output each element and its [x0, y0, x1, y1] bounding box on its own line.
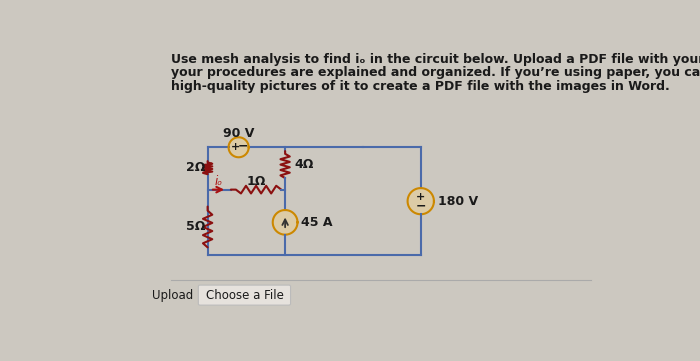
Polygon shape	[229, 137, 248, 157]
Text: 45 A: 45 A	[302, 216, 333, 229]
FancyBboxPatch shape	[198, 285, 290, 305]
Text: iₒ: iₒ	[214, 175, 223, 188]
Text: 5Ω: 5Ω	[186, 221, 206, 234]
Text: 1Ω: 1Ω	[246, 175, 266, 188]
Text: −: −	[237, 140, 248, 153]
Text: Choose a File: Choose a File	[206, 288, 284, 301]
Text: −: −	[416, 199, 426, 212]
Polygon shape	[407, 188, 434, 214]
Text: your procedures are explained and organized. If you’re using paper, you can scan: your procedures are explained and organi…	[172, 66, 700, 79]
Polygon shape	[273, 210, 298, 235]
Text: 2Ω: 2Ω	[186, 161, 206, 174]
Text: high-quality pictures of it to create a PDF file with the images in Word.: high-quality pictures of it to create a …	[172, 80, 670, 93]
Text: 180 V: 180 V	[438, 195, 478, 208]
Text: +: +	[231, 142, 240, 152]
Text: Upload: Upload	[153, 288, 194, 301]
Text: +: +	[416, 192, 426, 202]
Text: 4Ω: 4Ω	[295, 158, 314, 171]
Text: 90 V: 90 V	[223, 127, 254, 140]
Text: Use mesh analysis to find iₒ in the circuit below. Upload a PDF file with your s: Use mesh analysis to find iₒ in the circ…	[172, 53, 700, 66]
